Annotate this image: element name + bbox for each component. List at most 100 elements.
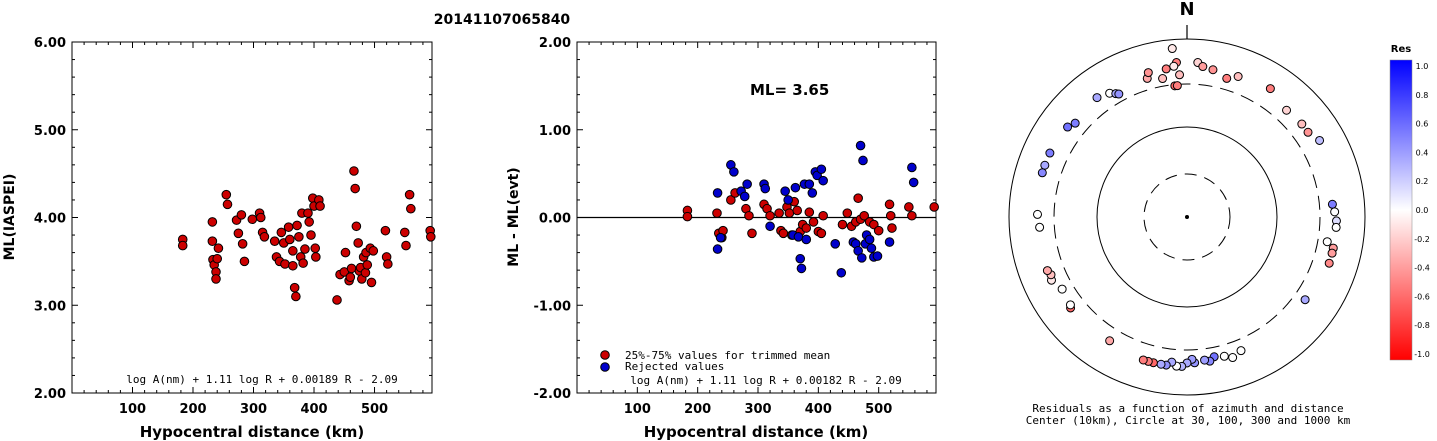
x-tick-label: 200 [684, 402, 711, 417]
data-point [783, 195, 793, 205]
data-point [349, 166, 359, 176]
panel1-formula: log A(nm) + 1.11 log R + 0.00189 R - 2.0… [126, 373, 398, 386]
station-point [1265, 84, 1275, 94]
y-tick-label: 3.00 [34, 299, 66, 314]
station-point [1208, 65, 1218, 75]
legend-rejected-marker [600, 362, 610, 372]
station-point [1331, 222, 1341, 232]
data-point [239, 256, 250, 267]
data-point [873, 225, 884, 236]
y-tick-label: -1.00 [534, 299, 571, 314]
data-point [236, 210, 247, 220]
station-point [1198, 62, 1208, 72]
data-point [715, 232, 726, 243]
ring-300km [1053, 83, 1321, 351]
station-point [1327, 248, 1337, 258]
data-point [818, 175, 828, 186]
data-point [742, 179, 752, 189]
data-point [237, 239, 248, 249]
data-point [778, 228, 789, 239]
data-point [211, 274, 221, 284]
data-point [729, 167, 739, 177]
station-point [1222, 73, 1232, 83]
station-residual-points [1033, 44, 1341, 371]
colorbar-tick-label: 0.8 [1416, 91, 1429, 100]
y-tick-label: -2.00 [534, 387, 571, 402]
x-tick-label: 500 [361, 402, 388, 417]
data-point [784, 208, 795, 218]
legend-rejected-label: Rejected values [625, 360, 724, 373]
data-point [292, 220, 302, 231]
station-point [1233, 71, 1243, 81]
data-point [304, 217, 314, 227]
colorbar-tick-label: 0.2 [1416, 177, 1429, 186]
y-tick-label: 6.00 [34, 36, 66, 51]
data-point [303, 208, 313, 218]
station-point [1324, 258, 1334, 268]
station-point [1063, 122, 1073, 132]
data-point [380, 225, 391, 236]
data-point [255, 212, 266, 223]
data-point [780, 186, 790, 196]
legend-trimmed-label: 25%-75% values for trimmed mean [625, 349, 830, 362]
data-point [283, 222, 294, 232]
data-point [884, 199, 895, 210]
colorbar-tick-label: -0.2 [1414, 235, 1430, 244]
station-point [1330, 207, 1340, 217]
station-point [1105, 336, 1115, 346]
data-point [213, 243, 224, 254]
data-point [247, 214, 258, 225]
station-point [1042, 266, 1052, 276]
colorbar-tick-label: 0.0 [1416, 206, 1429, 215]
magnitude-vs-distance-panel: 100 200 300 400 500 2.00 3.00 4.00 5.00 6.00 log … [2, 36, 436, 441]
data-point [712, 244, 723, 254]
panel2-ml-value: ML= 3.65 [750, 81, 829, 99]
x-tick-label: 100 [624, 402, 651, 417]
data-point [790, 182, 801, 193]
data-point [869, 219, 879, 230]
data-point [310, 243, 321, 254]
polar-caption-line2: Center (10km), Circle at 30, 100, 300 an… [1026, 414, 1351, 427]
data-point [884, 237, 895, 247]
data-point [291, 291, 301, 302]
data-point [739, 191, 750, 202]
colorbar-ticks: 1.0 0.8 0.6 0.4 0.2 0.0 -0.2 -0.4 -0.6 -0.8 -1.0 [1414, 62, 1430, 359]
station-point [1092, 93, 1102, 103]
data-point [259, 232, 270, 242]
data-point [929, 202, 939, 212]
colorbar-gradient [1389, 59, 1413, 361]
data-point [801, 223, 812, 233]
station-point [1169, 61, 1179, 71]
data-point [351, 221, 362, 232]
data-point [362, 260, 373, 270]
station-point [1300, 295, 1310, 305]
data-point [280, 259, 290, 269]
colorbar-tick-label: 1.0 [1416, 62, 1429, 71]
ring-100km [1096, 126, 1278, 308]
data-point [406, 203, 416, 214]
data-point [288, 246, 298, 256]
data-point [289, 282, 300, 293]
station-point [1282, 105, 1292, 115]
data-point [682, 211, 693, 222]
x-tick-label: 200 [179, 402, 206, 417]
data-point [425, 232, 436, 242]
panel1-ticks: 100 200 300 400 500 2.00 3.00 4.00 5.00 6.00 [34, 36, 432, 417]
panel1-y-axis-label: ML(IASPEI) [2, 174, 18, 261]
residual-vs-distance-panel: 100 200 300 400 500 -2.00 -1.00 0.00 1.00 2.00 ML… [506, 36, 939, 441]
north-label: N [1179, 0, 1194, 20]
data-point [804, 207, 815, 218]
station-point [1065, 300, 1075, 310]
colorbar-tick-label: -1.0 [1414, 350, 1430, 359]
panel2-formula: log A(nm) + 1.11 log R + 0.00182 R - 2.0… [630, 374, 902, 387]
station-point [1167, 44, 1177, 54]
panel1-x-axis-label: Hypocentral distance (km) [140, 423, 365, 441]
data-point [885, 210, 896, 221]
data-point [859, 210, 870, 221]
data-point [353, 238, 363, 248]
station-point [1161, 64, 1171, 74]
y-tick-label: 1.00 [539, 124, 571, 139]
data-point [285, 234, 295, 245]
data-point [842, 208, 853, 218]
data-point [760, 183, 771, 194]
